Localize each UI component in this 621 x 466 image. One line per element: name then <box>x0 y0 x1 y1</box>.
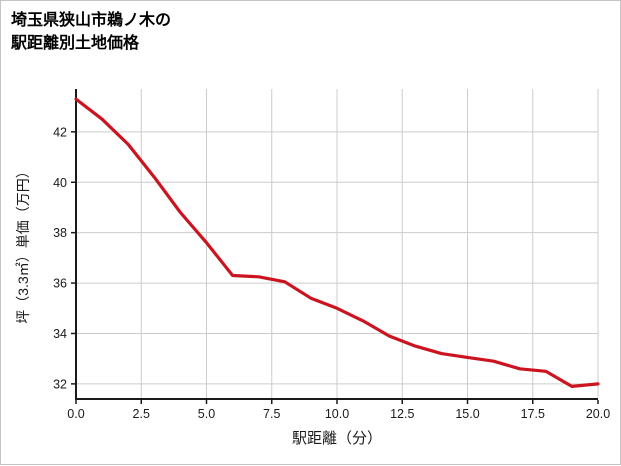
x-tick-label: 20.0 <box>586 407 610 421</box>
y-tick-label: 38 <box>53 226 67 240</box>
x-tick-label: 0.0 <box>67 407 84 421</box>
price-data-line <box>74 97 600 388</box>
x-tick-label: 7.5 <box>263 407 280 421</box>
x-tick-label: 10.0 <box>325 407 349 421</box>
y-tick-label: 42 <box>53 125 67 139</box>
y-tick-label: 32 <box>53 377 67 391</box>
y-tick-label: 36 <box>53 277 67 291</box>
x-tick-label: 17.5 <box>521 407 545 421</box>
y-tick-label: 34 <box>53 327 67 341</box>
chart-title-line2: 駅距離別土地価格 <box>11 35 140 53</box>
chart-title-line1: 埼玉県狭山市鵜ノ木の <box>11 12 172 29</box>
x-tick-label: 12.5 <box>390 407 414 421</box>
x-axis-label: 駅距離（分） <box>291 430 383 447</box>
chart-title: 埼玉県狭山市鵜ノ木の 駅距離別土地価格 <box>11 9 171 55</box>
y-tick-label: 40 <box>53 176 67 190</box>
x-tick-label: 2.5 <box>133 407 150 421</box>
x-tick-label: 15.0 <box>455 407 479 421</box>
x-tick-label: 5.0 <box>198 407 215 421</box>
